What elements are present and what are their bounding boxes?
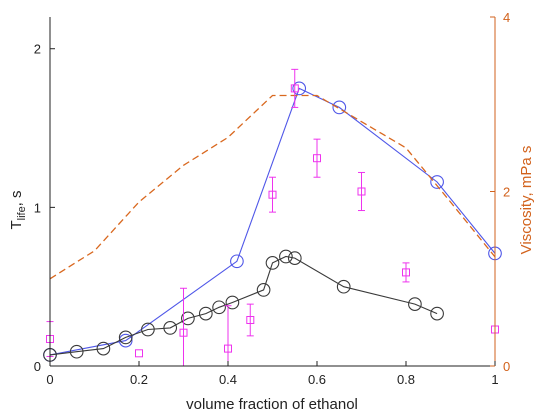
series-magenta-point-7	[313, 154, 321, 163]
series-black-point-4	[141, 322, 155, 337]
y-tick-label-right-0: 0	[503, 359, 510, 374]
x-tick-label-1: 0.2	[130, 372, 148, 387]
series-black-point-15	[408, 297, 422, 311]
series-magenta-point-4	[246, 316, 255, 324]
series-magenta-point-1	[135, 349, 143, 358]
series-magenta-point-6	[290, 84, 299, 93]
series-layer	[43, 68, 502, 367]
series-black-point-14	[336, 279, 351, 294]
series-black-point-9	[225, 295, 240, 310]
x-tick-label-0: 0	[46, 372, 53, 387]
series-blue-line	[49, 87, 496, 356]
y-tick-label-right-1: 2	[503, 185, 510, 200]
series-black-point-5	[163, 321, 178, 335]
y-axis-title-subscript: life	[16, 206, 28, 220]
x-tick-label-5: 1	[491, 372, 498, 387]
series-blue-point-2	[230, 254, 244, 269]
series-magenta-point-3	[224, 344, 232, 353]
series-black-point-12	[279, 249, 293, 264]
series-magenta-point-5	[268, 190, 277, 199]
y-axis-title-main: T	[8, 220, 25, 229]
series-black-point-6	[181, 311, 195, 326]
series-magenta-point-2	[179, 328, 188, 337]
series-black-point-11	[265, 256, 280, 270]
series-magenta-point-8	[357, 187, 366, 196]
series-blue-point-4	[332, 100, 347, 115]
y-axis-title-tail: , s	[8, 190, 25, 206]
series-black-point-3	[118, 330, 133, 345]
y-axis-title-right: Viscosity, mPa s	[518, 146, 535, 255]
x-tick-label-3: 0.6	[308, 372, 326, 387]
y-tick-label-left-2: 2	[34, 42, 41, 57]
series-black-point-16	[430, 306, 444, 321]
y-tick-label-right-2: 4	[503, 10, 510, 25]
series-blue-point-5	[430, 175, 444, 189]
x-axis-title: volume fraction of ethanol	[186, 396, 358, 413]
series-black-point-10	[256, 283, 271, 297]
x-tick-label-2: 0.4	[219, 372, 237, 387]
series-black-line	[49, 255, 438, 356]
y-tick-label-left-0: 0	[34, 359, 41, 374]
series-black-point-7	[198, 306, 213, 321]
series-black-point-8	[212, 300, 226, 315]
series-orange-line	[49, 94, 496, 280]
x-tick-label-4: 0.8	[397, 372, 415, 387]
y-tick-label-left-1: 1	[34, 200, 41, 215]
series-black-point-2	[96, 341, 111, 356]
series-black-point-1	[69, 344, 84, 359]
y-axis-title-left: Tlife, s	[8, 190, 28, 229]
series-blue-point-3	[292, 81, 307, 96]
series-black-point-13	[287, 251, 302, 265]
series-magenta-point-9	[402, 268, 410, 277]
